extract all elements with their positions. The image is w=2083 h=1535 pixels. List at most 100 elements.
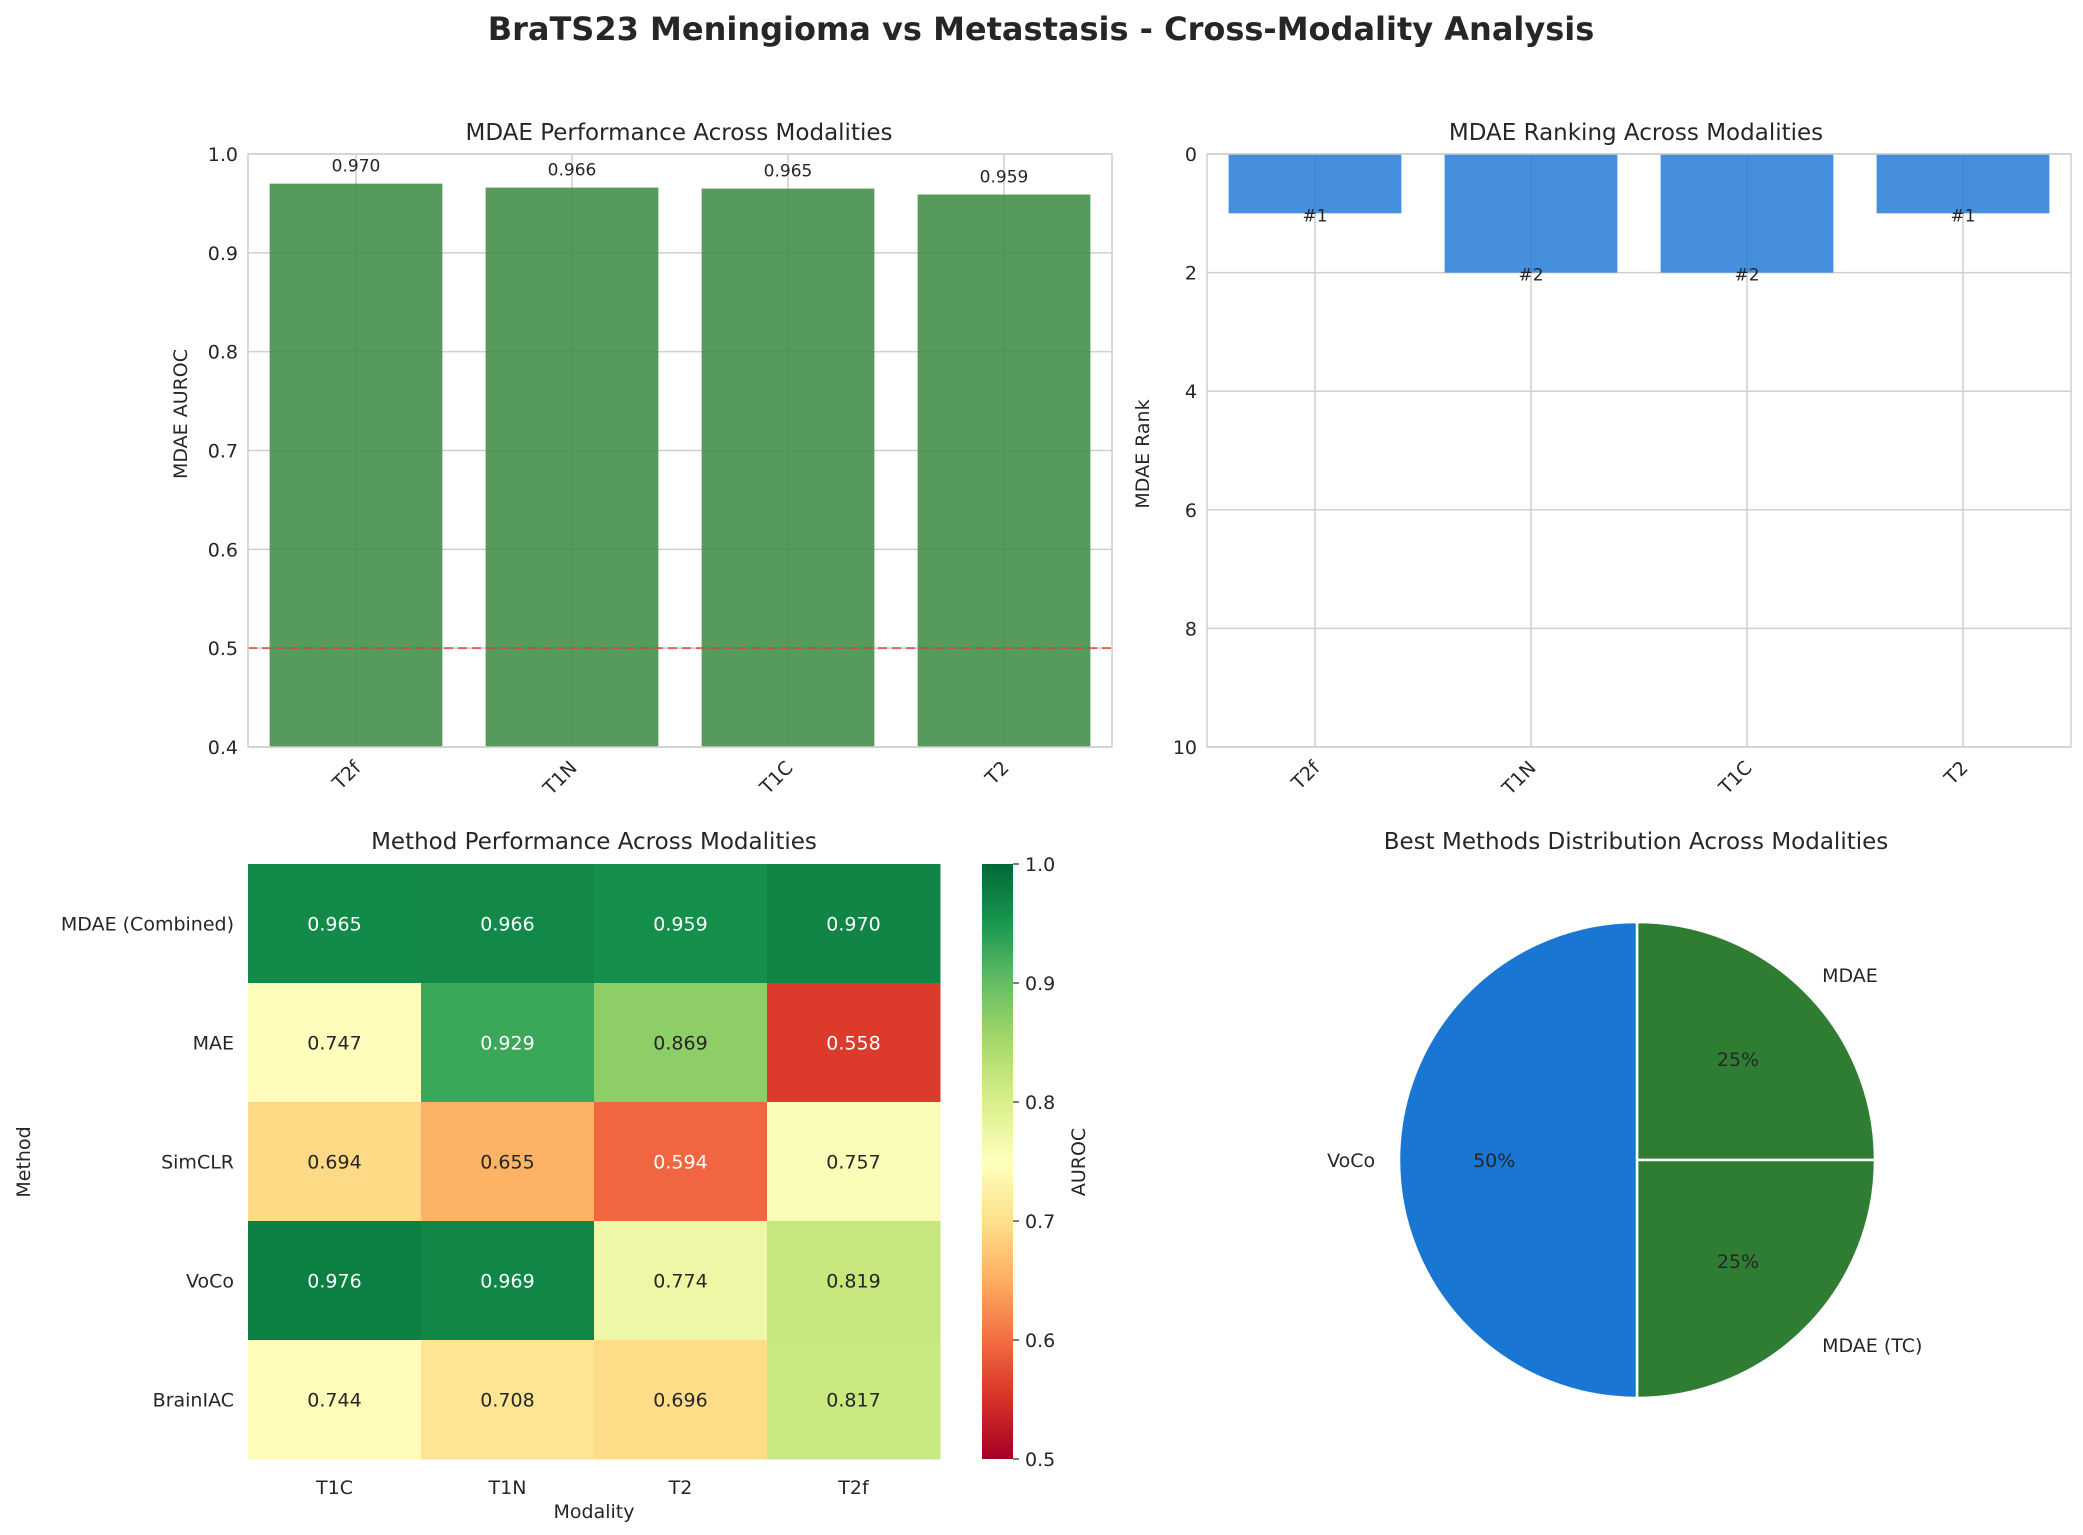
heatmap-cell (767, 1102, 941, 1222)
heatmap-cell-value: 0.970 (826, 914, 880, 936)
heatmap-cell (767, 1340, 941, 1460)
heatmap-cell-value: 0.744 (307, 1390, 361, 1412)
heatmap-cell (767, 1221, 941, 1341)
heatmap-cell-value: 0.966 (480, 914, 534, 936)
heatmap-cell-value: 0.757 (826, 1152, 880, 1174)
colorbar-tick-label: 0.6 (1025, 1330, 1055, 1352)
bar-value-label: 0.970 (332, 157, 381, 177)
y-tick-label: 0.5 (208, 638, 238, 660)
colorbar-tick-label: 0.9 (1025, 973, 1055, 995)
heatmap-cell (767, 983, 941, 1103)
heatmap-cell-value: 0.976 (307, 1271, 361, 1293)
heatmap-column-label: T1C (315, 1477, 353, 1499)
colorbar-tick-label: 0.7 (1025, 1211, 1055, 1233)
x-tick-label: T1C (755, 757, 797, 799)
bar (1876, 154, 2050, 214)
bar-value-label: #2 (1734, 266, 1759, 286)
x-tick-label: T2 (981, 757, 1014, 790)
heatmap-column-label: T2 (668, 1477, 693, 1499)
heatmap-row-label: VoCo (186, 1271, 234, 1293)
heatmap-cell (248, 983, 422, 1103)
plot-frame (247, 153, 1113, 748)
heatmap-cell-value: 0.959 (653, 914, 707, 936)
heatmap-cell (421, 864, 595, 984)
y-tick-label: 0.8 (208, 342, 238, 364)
bar-value-label: 0.965 (764, 162, 813, 182)
y-tick-label: 0.6 (208, 539, 238, 561)
heatmap-cell (248, 1102, 422, 1222)
x-tick-label: T1C (1714, 757, 1756, 799)
heatmap-cell (421, 1102, 595, 1222)
y-tick-label: 2 (1185, 263, 1197, 285)
heatmap-column-label: T2f (837, 1477, 870, 1499)
heatmap-cell-value: 0.558 (826, 1033, 880, 1055)
pie-slice-label: MDAE (1822, 965, 1878, 987)
heatmap-cell (767, 864, 941, 984)
bar (1228, 154, 1402, 214)
heatmap-row-label: MAE (193, 1033, 234, 1055)
heatmap-cell (248, 864, 422, 984)
heatmap-row-label: BrainIAC (153, 1390, 234, 1412)
x-tick-label: T2f (1287, 756, 1326, 795)
bar (917, 194, 1091, 747)
y-tick-label: 0.9 (208, 243, 238, 265)
x-tick-label: T1N (1497, 757, 1540, 800)
figure-title: BraTS23 Meningioma vs Metastasis - Cross… (488, 10, 1595, 48)
bar (1444, 154, 1618, 273)
pie-chart-title: Best Methods Distribution Across Modalit… (1384, 829, 1889, 855)
y-tick-label: 10 (1173, 737, 1197, 759)
heatmap-cell-value: 0.969 (480, 1271, 534, 1293)
bar (269, 183, 443, 747)
bar-chart-y-label: MDAE AUROC (170, 349, 192, 479)
y-tick-label: 8 (1185, 618, 1197, 640)
heatmap-cell (594, 1221, 768, 1341)
colorbar-label: AUROC (1068, 1128, 1090, 1196)
pie-percent-label: 25% (1717, 1251, 1759, 1273)
heatmap-column-label: T1N (488, 1477, 527, 1499)
heatmap-row-label: SimCLR (161, 1152, 234, 1174)
pie-slice (1397, 920, 1639, 1400)
heatmap-cell-value: 0.694 (307, 1152, 361, 1174)
heatmap-cell-value: 0.747 (307, 1033, 361, 1055)
x-tick-label: T2 (1940, 757, 1973, 790)
mdae-ranking-chart: MDAE Ranking Across Modalities MDAE Rank… (1132, 120, 2072, 800)
pie-percent-label: 25% (1717, 1049, 1759, 1071)
heatmap-cell (421, 1221, 595, 1341)
heatmap-y-label: Method (13, 1126, 35, 1197)
heatmap-row-label: MDAE (Combined) (61, 914, 234, 936)
mdae-performance-chart: MDAE Performance Across Modalities MDAE … (170, 120, 1113, 800)
heatmap-cell (421, 983, 595, 1103)
heatmap-cell-value: 0.696 (653, 1390, 707, 1412)
bar-value-label: #2 (1518, 266, 1543, 286)
colorbar-tick-label: 0.5 (1025, 1449, 1055, 1471)
rank-chart-title: MDAE Ranking Across Modalities (1449, 120, 1823, 146)
best-methods-pie-chart: Best Methods Distribution Across Modalit… (1327, 829, 1922, 1400)
heatmap-cell-value: 0.929 (480, 1033, 534, 1055)
heatmap-cell (594, 864, 768, 984)
y-tick-label: 0.4 (208, 737, 238, 759)
heatmap-cell-value: 0.817 (826, 1390, 880, 1412)
bar (485, 187, 659, 747)
rank-chart-y-label: MDAE Rank (1132, 399, 1154, 508)
bar (701, 188, 875, 747)
y-tick-label: 0 (1185, 144, 1197, 166)
bar-value-label: 0.966 (548, 161, 597, 181)
colorbar (982, 864, 1013, 1459)
pie-slice (1635, 1158, 1877, 1400)
pie-slice-label: VoCo (1327, 1150, 1375, 1172)
y-tick-label: 0.7 (208, 441, 238, 463)
x-tick-label: T1N (538, 757, 581, 800)
heatmap-cell (248, 1221, 422, 1341)
heatmap-cell-value: 0.655 (480, 1152, 534, 1174)
y-tick-label: 6 (1185, 500, 1197, 522)
heatmap-cell-value: 0.869 (653, 1033, 707, 1055)
method-heatmap: Method Performance Across Modalities Mod… (13, 829, 1090, 1523)
heatmap-x-label: Modality (554, 1501, 635, 1523)
heatmap-cell (594, 1102, 768, 1222)
plot-frame (1206, 153, 2072, 748)
colorbar-tick-label: 1.0 (1025, 854, 1055, 876)
heatmap-cell (248, 1340, 422, 1460)
heatmap-title: Method Performance Across Modalities (371, 829, 817, 855)
bar-value-label: 0.959 (980, 168, 1029, 188)
